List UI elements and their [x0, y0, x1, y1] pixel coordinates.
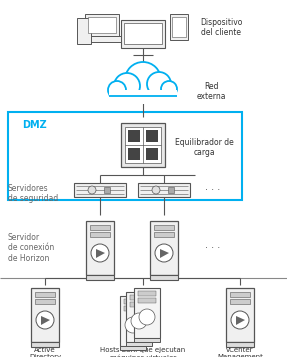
Bar: [124, 299, 142, 304]
Text: · · ·: · · ·: [205, 243, 220, 253]
Bar: [124, 306, 142, 311]
Bar: [83, 36, 121, 42]
Circle shape: [114, 73, 140, 99]
Polygon shape: [236, 316, 245, 325]
Polygon shape: [160, 249, 169, 258]
Polygon shape: [41, 316, 50, 325]
Bar: [230, 299, 250, 304]
Bar: [134, 288, 160, 338]
Bar: [128, 130, 140, 142]
Bar: [121, 20, 165, 48]
Bar: [104, 187, 110, 193]
Bar: [130, 295, 148, 300]
Circle shape: [36, 311, 54, 329]
Circle shape: [231, 311, 249, 329]
Bar: [86, 221, 114, 275]
Circle shape: [155, 244, 173, 262]
Polygon shape: [96, 249, 105, 258]
Circle shape: [108, 81, 126, 99]
Text: Servidor
de conexión
de Horizon: Servidor de conexión de Horizon: [8, 233, 54, 263]
Bar: [126, 342, 152, 346]
Bar: [154, 225, 174, 230]
Circle shape: [125, 317, 141, 333]
Bar: [8, 112, 242, 200]
Text: vCenter
Management
Server: vCenter Management Server: [217, 347, 263, 357]
Text: Active
Directory
de Microsoft: Active Directory de Microsoft: [24, 347, 66, 357]
Text: Equilibrador de
carga: Equilibrador de carga: [175, 138, 234, 157]
Text: · · ·: · · ·: [205, 185, 220, 195]
Bar: [146, 130, 158, 142]
Text: Dispositivo
del cliente: Dispositivo del cliente: [200, 18, 243, 37]
Bar: [138, 298, 156, 303]
Bar: [150, 221, 178, 275]
Circle shape: [125, 62, 161, 98]
Bar: [134, 338, 160, 342]
Bar: [154, 232, 174, 237]
Bar: [120, 296, 146, 346]
Text: DMZ: DMZ: [22, 120, 47, 130]
Bar: [120, 346, 146, 350]
Circle shape: [88, 186, 96, 194]
Bar: [172, 17, 186, 37]
Bar: [125, 127, 161, 163]
Bar: [230, 292, 250, 297]
Bar: [126, 292, 152, 342]
Bar: [121, 123, 165, 167]
Bar: [111, 76, 175, 94]
Bar: [35, 299, 55, 304]
Bar: [168, 187, 174, 193]
Bar: [170, 14, 188, 40]
Text: Servidores
de seguridad: Servidores de seguridad: [8, 184, 58, 203]
Circle shape: [147, 72, 171, 96]
Bar: [86, 275, 114, 280]
Bar: [90, 232, 110, 237]
Bar: [77, 18, 91, 44]
Bar: [90, 225, 110, 230]
Circle shape: [161, 81, 177, 97]
Bar: [31, 342, 59, 347]
Circle shape: [131, 313, 147, 329]
Text: Hosts ESXi que ejecutan
máquinas virtuales
de escritorios virtuales: Hosts ESXi que ejecutan máquinas virtual…: [100, 347, 186, 357]
Bar: [128, 148, 140, 160]
Bar: [150, 275, 178, 280]
Bar: [31, 288, 59, 342]
Bar: [226, 342, 254, 347]
Bar: [138, 183, 190, 197]
Bar: [35, 292, 55, 297]
Text: Red
externa: Red externa: [197, 82, 226, 101]
Bar: [130, 302, 148, 307]
Circle shape: [139, 309, 155, 325]
Bar: [74, 183, 126, 197]
Bar: [226, 288, 254, 342]
Bar: [138, 291, 156, 296]
Bar: [109, 90, 177, 104]
Bar: [88, 17, 116, 33]
Bar: [146, 148, 158, 160]
Bar: [85, 14, 119, 36]
Circle shape: [91, 244, 109, 262]
Bar: [124, 23, 162, 44]
Circle shape: [152, 186, 160, 194]
